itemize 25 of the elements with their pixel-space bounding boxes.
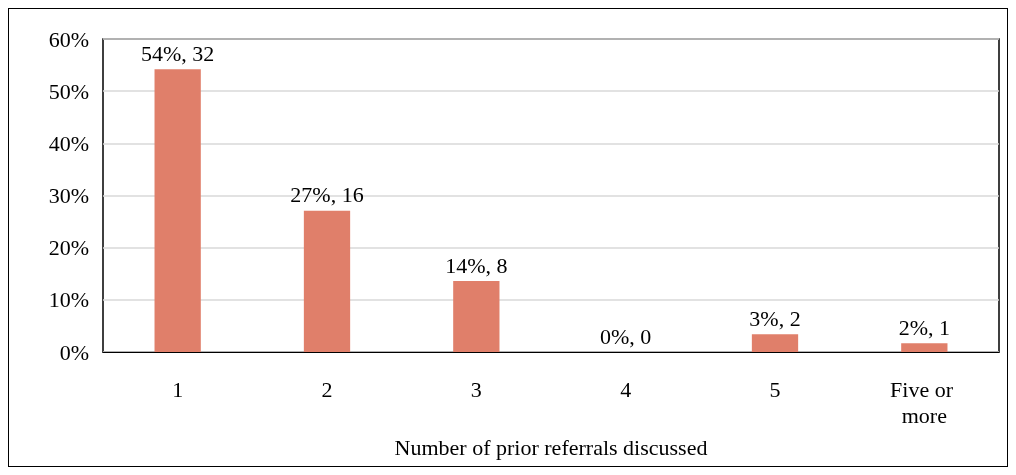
x-tick-label: 4 (620, 376, 632, 402)
data-label: 2%, 1 (898, 314, 950, 340)
bar (453, 281, 500, 352)
bar (901, 343, 948, 352)
y-tick-label: 0% (59, 339, 89, 365)
bar (303, 210, 351, 352)
x-axis-title: Number of prior referrals discussed (394, 434, 708, 460)
y-tick-label: 60% (48, 26, 89, 52)
data-label: 0%, 0 (600, 323, 652, 349)
y-tick-label: 20% (48, 235, 89, 261)
x-tick-label: 3 (470, 376, 482, 402)
data-label: 54%, 32 (141, 40, 215, 66)
y-tick-label: 40% (48, 130, 89, 156)
bar (751, 334, 799, 352)
x-tick-label: Five or more (890, 376, 959, 428)
bar (154, 69, 201, 352)
data-label: 27%, 16 (290, 182, 364, 208)
data-label: 14%, 8 (445, 252, 508, 278)
data-label: 3%, 2 (749, 305, 801, 331)
x-tick-label: 5 (769, 376, 781, 402)
y-tick-label: 50% (48, 78, 89, 104)
x-tick-label: 2 (321, 376, 333, 402)
y-tick-label: 30% (48, 183, 89, 208)
x-tick-label: 1 (172, 376, 184, 402)
y-tick-label: 10% (48, 287, 89, 313)
